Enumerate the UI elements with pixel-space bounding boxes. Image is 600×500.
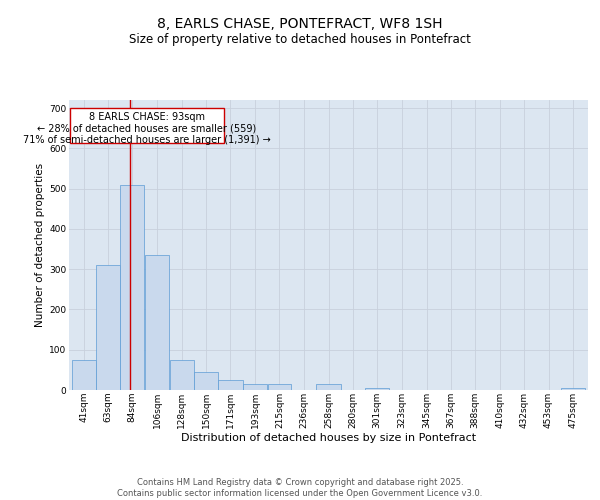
- Text: 71% of semi-detached houses are larger (1,391) →: 71% of semi-detached houses are larger (…: [23, 134, 271, 144]
- Text: ← 28% of detached houses are smaller (559): ← 28% of detached houses are smaller (55…: [37, 124, 256, 134]
- Y-axis label: Number of detached properties: Number of detached properties: [35, 163, 45, 327]
- Bar: [97, 265, 119, 390]
- Bar: [70, 108, 224, 143]
- Bar: [71, 360, 96, 390]
- Bar: [268, 384, 291, 390]
- Bar: [316, 384, 341, 390]
- Text: 8 EARLS CHASE: 93sqm: 8 EARLS CHASE: 93sqm: [89, 112, 205, 122]
- Bar: [218, 380, 242, 390]
- Bar: [170, 360, 194, 390]
- Text: Size of property relative to detached houses in Pontefract: Size of property relative to detached ho…: [129, 32, 471, 46]
- Text: Contains HM Land Registry data © Crown copyright and database right 2025.
Contai: Contains HM Land Registry data © Crown c…: [118, 478, 482, 498]
- Text: 8, EARLS CHASE, PONTEFRACT, WF8 1SH: 8, EARLS CHASE, PONTEFRACT, WF8 1SH: [157, 18, 443, 32]
- Bar: [561, 388, 586, 390]
- Bar: [194, 372, 218, 390]
- Bar: [365, 388, 389, 390]
- X-axis label: Distribution of detached houses by size in Pontefract: Distribution of detached houses by size …: [181, 434, 476, 444]
- Bar: [120, 184, 145, 390]
- Bar: [145, 255, 169, 390]
- Bar: [243, 384, 268, 390]
